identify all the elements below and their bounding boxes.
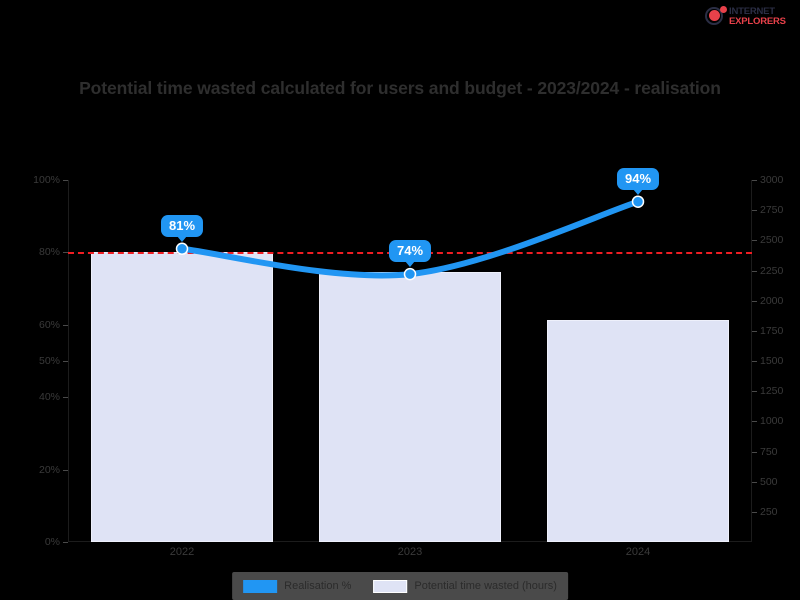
left-tick-mark [63,324,68,326]
right-tick-label: 2000 [760,294,784,307]
left-tick-label: 40% [38,391,60,404]
legend-label-bar: Potential time wasted (hours) [414,580,557,592]
right-tick-label: 3000 [760,174,784,186]
logo-mark-icon [704,6,727,28]
chart-legend[interactable]: Realisation % Potential time wasted (hou… [232,572,568,600]
right-tick-mark [752,421,757,423]
right-tick-label: 1500 [760,355,784,367]
chart-title: Potential time wasted calculated for use… [79,78,721,98]
logo-dot-shape [709,10,720,21]
right-tick-label: 1250 [760,385,784,398]
right-tick-label: 1000 [760,415,784,428]
data-label-2024: 94% [616,167,660,195]
data-label-2022: 81% [160,214,204,242]
logo-spark-shape [720,6,727,13]
right-tick-mark [752,451,757,453]
right-tick-mark [752,270,757,272]
right-tick-mark [752,300,757,302]
left-tick-label: 80% [38,246,60,259]
line-marker-2024[interactable] [631,195,645,208]
right-tick-mark [752,391,757,393]
left-tick-label: 60% [38,318,60,331]
category-label-2024: 2024 [625,546,651,558]
right-tick-mark [752,240,757,242]
right-tick-label: 500 [760,475,778,488]
left-tick-mark [63,180,68,181]
line-series [175,195,645,281]
left-tick-label: 100% [33,174,60,186]
left-tick-mark [63,542,68,543]
right-tick-label: 750 [760,445,778,458]
left-tick-mark [63,469,68,471]
left-tick-mark [63,252,68,254]
logo-ring-shape [705,7,723,25]
right-axis-spine [751,180,752,542]
left-tick-label: 0% [44,536,60,548]
line-series-markers [175,195,645,281]
category-label-2023: 2023 [397,546,423,558]
line-marker-2022[interactable] [175,242,189,256]
logo-text-line2: EXPLORERS [729,16,786,27]
left-tick-mark [63,361,68,362]
left-tick-mark [63,397,68,399]
right-tick-label: 250 [760,505,778,518]
bar-2023[interactable] [318,271,502,542]
category-label-2022: 2022 [169,546,195,558]
right-tick-mark [752,361,757,362]
right-tick-mark [752,180,757,181]
chart-plot-area: 100% 80% 60% 50% 40% 20% 0% 3000 2750 2500 2250 20… [33,167,783,548]
company-logo: INTERNET EXPLORERS [704,3,790,31]
legend-item-line[interactable]: Realisation % [243,579,352,593]
right-tick-label: 2250 [760,264,784,277]
left-tick-label: 20% [38,463,60,476]
right-tick-label: 2750 [760,204,784,217]
legend-swatch-line [243,579,278,593]
right-tick-label: 2500 [760,234,784,247]
right-tick-mark [752,330,757,332]
right-tick-mark [752,481,757,483]
left-axis-spine [68,180,69,542]
right-tick-mark [752,511,757,513]
legend-swatch-bar [373,579,408,593]
bar-2024[interactable] [546,319,730,542]
legend-label-line: Realisation % [284,580,352,592]
logo-text: INTERNET EXPLORERS [729,7,786,26]
legend-item-bar[interactable]: Potential time wasted (hours) [373,579,557,593]
left-tick-label: 50% [38,355,60,367]
right-tick-label: 1750 [760,324,784,337]
right-tick-mark [752,210,757,212]
logo-text-line1: INTERNET [729,6,775,18]
bar-2022[interactable] [90,252,274,542]
line-marker-2023[interactable] [403,267,417,281]
data-label-2023: 74% [388,240,432,268]
